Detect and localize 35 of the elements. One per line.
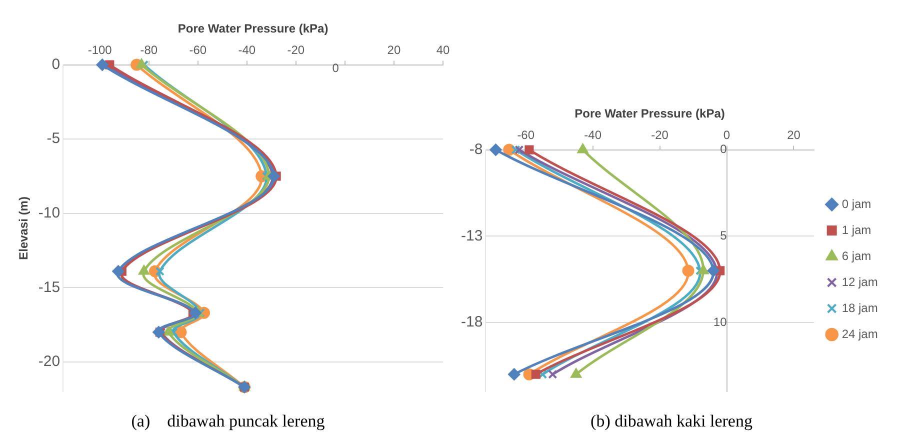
- x-tick-label: -20: [287, 42, 305, 57]
- y-tick-label: -18: [460, 314, 483, 331]
- y2-tick-label: 0: [720, 142, 728, 156]
- legend-label: 12 jam: [842, 274, 878, 289]
- annotation: 0: [332, 61, 340, 76]
- y-tick-label: -10: [38, 204, 60, 222]
- x-tick-label: -60: [189, 42, 207, 57]
- legend-label: 24 jam: [842, 326, 878, 341]
- y-tick-label: -8: [469, 140, 483, 158]
- legend-label: 6 jam: [842, 248, 872, 263]
- y-tick-label: 0: [52, 56, 60, 73]
- x-tick-label: -80: [140, 42, 158, 57]
- y2-tick-label: 10: [713, 314, 728, 329]
- x-tick-label: 20: [387, 42, 401, 57]
- x-axis-title: Pore Water Pressure (kPa): [178, 22, 328, 36]
- legend-label: 0 jam: [842, 196, 872, 211]
- x-axis-title: Pore Water Pressure (kPa): [574, 106, 725, 121]
- text: (a) dibawah puncak lereng: [131, 411, 326, 430]
- x-tick-label: -20: [651, 128, 669, 142]
- y-tick-label: -5: [46, 130, 60, 148]
- legend-label: 1 jam: [842, 222, 872, 237]
- x-tick-label: 0: [723, 128, 730, 142]
- legend-label: 18 jam: [842, 300, 878, 315]
- y-tick-label: -15: [38, 278, 60, 296]
- y-tick-label: -13: [460, 227, 483, 244]
- y-axis-title: Elevasi (m): [16, 196, 31, 260]
- x-tick-label: 40: [436, 42, 450, 57]
- y-tick-label: -20: [38, 353, 60, 370]
- x-tick-label: -100: [88, 42, 112, 57]
- x-tick-label: -40: [584, 128, 602, 142]
- x-tick-label: 20: [787, 128, 801, 142]
- x-tick-label: -40: [238, 42, 256, 57]
- text: (b) dibawah kaki lereng: [590, 411, 753, 430]
- x-tick-label: -60: [517, 128, 535, 142]
- y2-tick-label: 5: [720, 228, 728, 242]
